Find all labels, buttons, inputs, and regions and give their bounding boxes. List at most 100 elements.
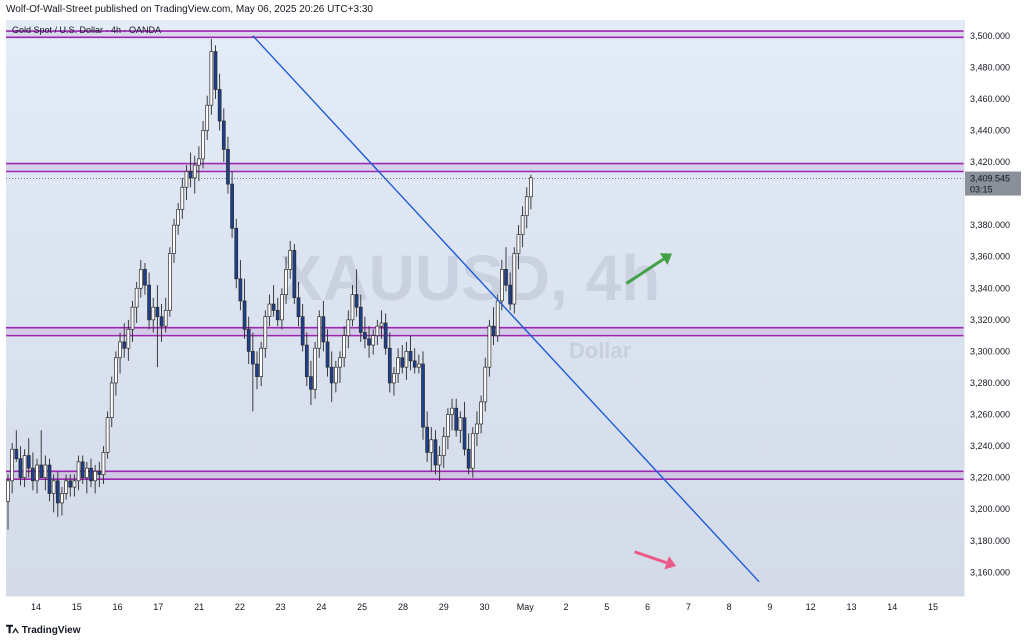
descending-trendline[interactable] — [252, 35, 760, 583]
candle-body-30 — [130, 306, 135, 330]
candle-body-50 — [213, 51, 218, 90]
candle-body-43 — [184, 171, 189, 188]
candle-body-120 — [504, 268, 508, 286]
candle-body-66 — [280, 294, 284, 321]
candle-body-23 — [101, 452, 106, 475]
price-tick-label: 3,320.000 — [970, 315, 1010, 325]
candle-body-67 — [284, 268, 288, 295]
candle-body-73 — [309, 376, 313, 390]
candle-body-72 — [304, 344, 309, 377]
price-axis — [964, 20, 1024, 596]
last-price-label: 3,409.545 — [970, 174, 1010, 184]
time-tick-label: 29 — [439, 602, 449, 612]
candle-body-119 — [500, 268, 504, 302]
time-tick-label: 15 — [928, 602, 938, 612]
price-tick-label: 3,240.000 — [970, 441, 1010, 451]
candle-body-32 — [138, 268, 143, 289]
time-tick-label: 24 — [316, 602, 326, 612]
down-arrow-shaft-1 — [634, 550, 668, 565]
candle-body-57 — [242, 300, 247, 330]
candle-body-93 — [392, 373, 396, 384]
price-tick-label: 3,420.000 — [970, 157, 1010, 167]
up-arrow-head-0 — [659, 253, 672, 265]
candle-body-38 — [163, 310, 168, 327]
candle-body-92 — [387, 347, 392, 384]
candle-body-11 — [51, 480, 56, 494]
time-tick-label: 14 — [31, 602, 41, 612]
price-tick-label: 3,300.000 — [970, 346, 1010, 356]
zone-band-0 — [6, 31, 964, 38]
candle-body-95 — [400, 357, 405, 368]
candle-body-97 — [408, 351, 413, 362]
candles — [6, 38, 533, 530]
candle-body-22 — [97, 470, 102, 475]
price-tick-label: 3,220.000 — [970, 473, 1010, 483]
candle-body-2 — [14, 448, 19, 460]
candle-body-71 — [300, 316, 305, 346]
candle-body-52 — [221, 120, 226, 150]
price-tick-label: 3,160.000 — [970, 567, 1010, 577]
candle-body-79 — [334, 366, 338, 384]
candle-body-14 — [64, 480, 68, 494]
candle-body-18 — [80, 461, 85, 478]
price-tick-label: 3,200.000 — [970, 504, 1010, 514]
candle-body-114 — [479, 401, 483, 425]
candle-body-36 — [155, 306, 160, 318]
candle-body-98 — [412, 360, 417, 368]
candle-body-48 — [205, 104, 210, 131]
down-arrow-head-1 — [664, 556, 677, 570]
candle-body-8 — [39, 464, 44, 478]
candle-body-69 — [292, 250, 297, 299]
time-tick-label: 2 — [564, 602, 569, 612]
candle-body-31 — [134, 287, 139, 308]
time-tick-label: 5 — [604, 602, 609, 612]
zone-band-2 — [6, 327, 964, 336]
candle-body-27 — [118, 341, 122, 359]
candle-body-117 — [491, 325, 496, 336]
candle-body-60 — [255, 363, 259, 377]
price-tick-label: 3,360.000 — [970, 252, 1010, 262]
arrow-annotations — [625, 253, 677, 570]
symbol-title: Gold Spot / U.S. Dollar · 4h · OANDA — [12, 25, 162, 35]
candle-body-85 — [358, 306, 363, 333]
candle-body-99 — [417, 363, 421, 368]
price-tick-label: 3,380.000 — [970, 220, 1010, 230]
price-axis-labels: 3,160.000 3,180.000 3,200.000 3,220.000 3,24… — [970, 31, 1010, 578]
candle-body-75 — [317, 316, 322, 349]
time-tick-label: 17 — [153, 602, 163, 612]
price-tick-label: 3,500.000 — [970, 31, 1010, 41]
candle-body-15 — [68, 480, 73, 488]
candle-body-100 — [421, 363, 425, 428]
candle-body-65 — [275, 310, 280, 321]
tradingview-brand[interactable]: 𝐓∧ TradingView — [6, 624, 81, 637]
candle-body-12 — [55, 480, 60, 504]
price-tick-label: 3,260.000 — [970, 410, 1010, 420]
time-tick-label: May — [517, 602, 535, 612]
time-axis-labels: 14 15 16 17 21 22 23 24 25 28 29 30 May 2 5 6 7 8 9 12 13 14 1… — [31, 602, 938, 612]
candle-body-29 — [126, 328, 131, 349]
candle-body-64 — [271, 303, 276, 311]
last-price-tag: 3,409.545 03:15 — [965, 171, 1021, 196]
candle-body-51 — [217, 89, 222, 122]
candle-body-104 — [437, 455, 442, 466]
candle-body-40 — [172, 224, 176, 254]
time-tick-label: 22 — [235, 602, 245, 612]
time-tick-label: 8 — [727, 602, 732, 612]
candle-body-33 — [143, 268, 147, 286]
candle-body-53 — [226, 149, 230, 185]
candle-body-121 — [508, 284, 512, 305]
candle-body-87 — [367, 338, 371, 346]
time-tick-label: 12 — [806, 602, 816, 612]
candle-body-102 — [429, 439, 434, 453]
candle-body-0 — [6, 480, 10, 502]
time-tick-label: 28 — [398, 602, 408, 612]
candle-body-105 — [441, 436, 446, 456]
candle-body-108 — [454, 407, 459, 431]
candle-body-107 — [450, 407, 454, 415]
candle-body-20 — [89, 467, 93, 482]
candle-body-59 — [251, 351, 255, 365]
candle-body-90 — [379, 322, 384, 327]
candle-body-91 — [383, 322, 388, 349]
time-tick-label: 6 — [645, 602, 650, 612]
